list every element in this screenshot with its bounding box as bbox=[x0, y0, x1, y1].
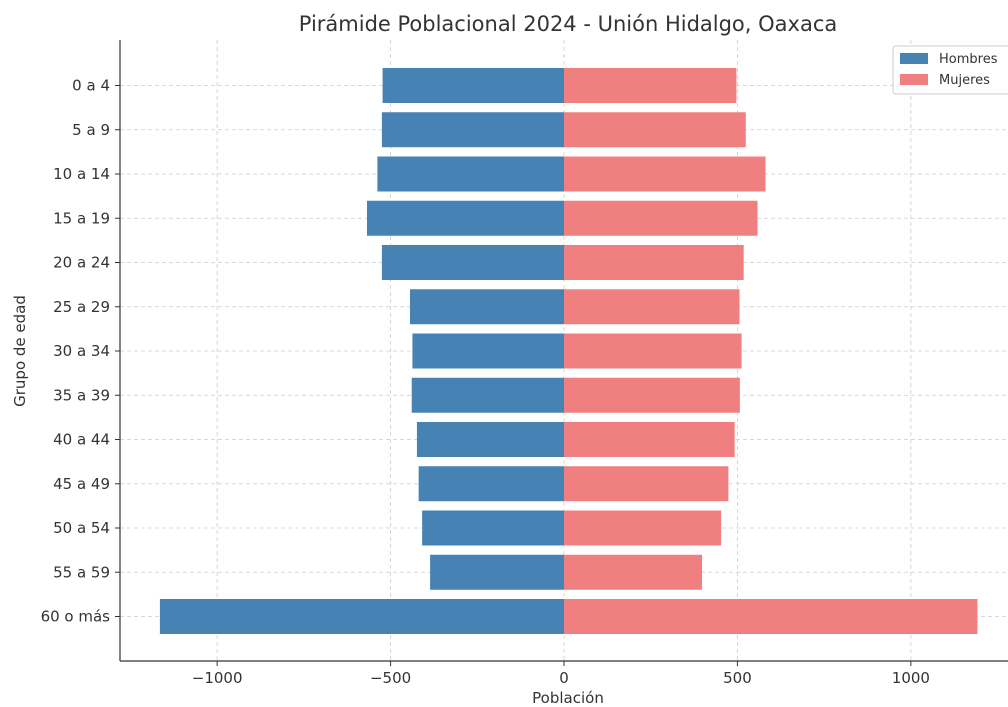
bar-mujeres-4 bbox=[564, 245, 744, 280]
y-tick-label: 15 a 19 bbox=[53, 209, 110, 227]
y-tick-label: 25 a 29 bbox=[53, 298, 110, 316]
bar-hombres-12 bbox=[159, 599, 564, 634]
bar-mujeres-0 bbox=[564, 68, 737, 103]
bar-mujeres-11 bbox=[564, 554, 703, 590]
legend-swatch-mujeres bbox=[900, 74, 928, 85]
x-tick-label: 1000 bbox=[892, 669, 930, 687]
bar-hombres-4 bbox=[381, 245, 564, 280]
bar-hombres-8 bbox=[416, 422, 564, 457]
y-tick-label: 20 a 24 bbox=[53, 254, 110, 272]
bar-hombres-3 bbox=[366, 200, 564, 236]
bar-hombres-10 bbox=[422, 510, 564, 546]
x-axis-label: Población bbox=[532, 689, 604, 707]
bar-mujeres-1 bbox=[564, 112, 746, 148]
bar-mujeres-3 bbox=[564, 200, 758, 236]
bar-mujeres-5 bbox=[564, 289, 740, 325]
legend-swatch-hombres bbox=[900, 53, 928, 64]
legend-label-mujeres: Mujeres bbox=[939, 73, 990, 88]
y-tick-label: 45 a 49 bbox=[53, 475, 110, 493]
bar-hombres-1 bbox=[381, 112, 564, 148]
bar-mujeres-2 bbox=[564, 156, 766, 192]
legend-label-hombres: Hombres bbox=[939, 52, 998, 67]
y-tick-label: 50 a 54 bbox=[53, 519, 110, 537]
x-tick-label: −500 bbox=[370, 669, 411, 687]
y-tick-label: 55 a 59 bbox=[53, 563, 110, 581]
bar-mujeres-9 bbox=[564, 466, 729, 502]
bar-hombres-2 bbox=[377, 156, 564, 192]
y-tick-label: 40 a 44 bbox=[53, 431, 110, 449]
bars bbox=[159, 68, 978, 634]
bar-mujeres-8 bbox=[564, 422, 735, 457]
y-tick-label: 10 a 14 bbox=[53, 165, 110, 183]
bar-mujeres-6 bbox=[564, 333, 742, 369]
bar-hombres-11 bbox=[430, 554, 564, 590]
y-tick-label: 0 a 4 bbox=[72, 77, 110, 95]
bar-hombres-6 bbox=[412, 333, 564, 369]
x-tick-label: 0 bbox=[559, 669, 569, 687]
x-tick-label: 500 bbox=[723, 669, 752, 687]
legend: Hombres Mujeres bbox=[892, 45, 1008, 95]
chart-title: Pirámide Poblacional 2024 - Unión Hidalg… bbox=[299, 12, 837, 36]
y-tick-label: 35 a 39 bbox=[53, 386, 110, 404]
x-tick-label: −1000 bbox=[192, 669, 243, 687]
bar-hombres-7 bbox=[411, 377, 564, 413]
bar-hombres-5 bbox=[409, 289, 564, 325]
bar-hombres-9 bbox=[418, 466, 564, 502]
y-tick-label: 30 a 34 bbox=[53, 342, 110, 360]
y-tick-label: 60 o más bbox=[41, 608, 111, 626]
y-tick-label: 5 a 9 bbox=[72, 121, 110, 139]
axes: −1000 −500 0 500 1000 0 a 4 5 a 9 10 a 14 15 a 1… bbox=[41, 40, 1008, 687]
y-axis-label: Grupo de edad bbox=[11, 295, 29, 407]
bar-hombres-0 bbox=[382, 68, 564, 103]
bar-mujeres-7 bbox=[564, 377, 740, 413]
bar-mujeres-10 bbox=[564, 510, 722, 546]
bar-mujeres-12 bbox=[564, 599, 978, 634]
